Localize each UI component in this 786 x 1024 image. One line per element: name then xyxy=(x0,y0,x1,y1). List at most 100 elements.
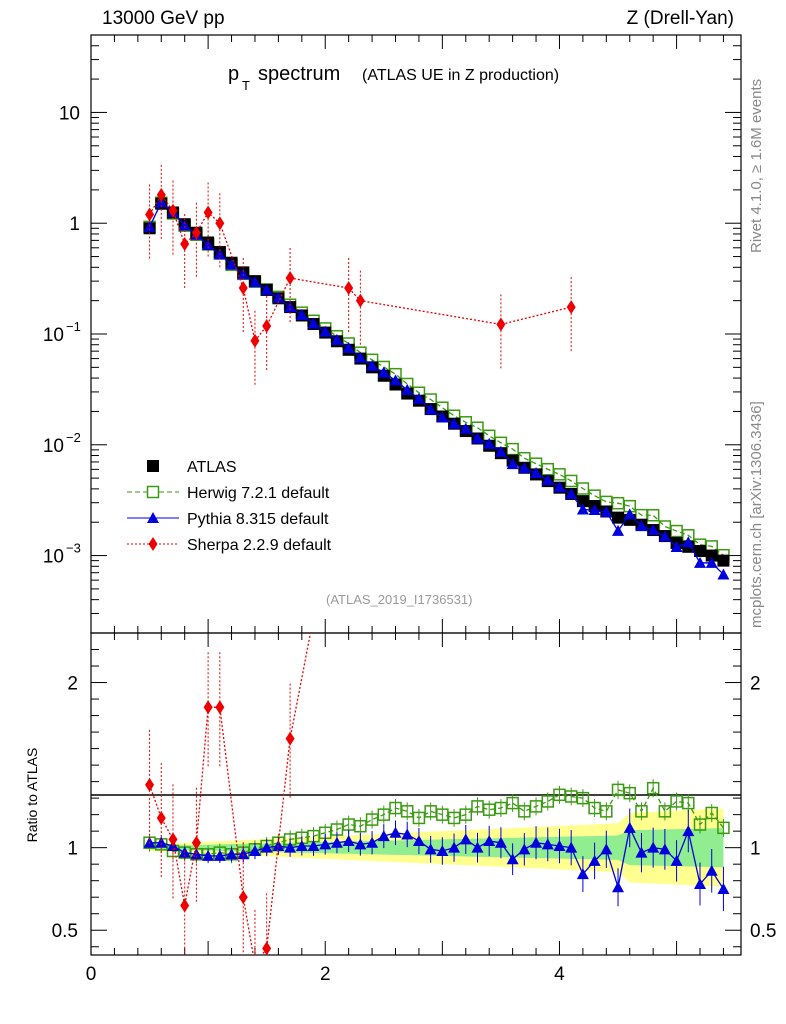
atlas-point xyxy=(705,549,718,562)
pythia-point xyxy=(612,524,625,536)
ratio-panel xyxy=(143,428,730,972)
pythia-point xyxy=(623,508,636,520)
pythia-point xyxy=(530,467,543,479)
pythia-ratio-point xyxy=(342,835,355,847)
pythia-point xyxy=(483,437,496,449)
sherpa-ratio-point xyxy=(250,958,259,972)
pythia-ratio-point xyxy=(576,868,589,880)
pythia-ratio-point xyxy=(612,881,625,893)
pythia-point xyxy=(647,524,660,536)
sherpa-ratio-point xyxy=(145,777,155,792)
herwig-ratio-point xyxy=(682,796,695,810)
sherpa-point xyxy=(203,205,213,220)
pythia-ratio-point xyxy=(319,838,332,850)
pythia-ratio-point xyxy=(541,838,554,850)
pythia-point xyxy=(307,317,320,329)
pythia-point xyxy=(670,540,683,552)
pythia-ratio-point xyxy=(366,836,379,848)
pythia-point xyxy=(401,383,414,395)
herwig-ratio-point xyxy=(459,808,473,821)
pythia-point xyxy=(506,458,519,470)
y-tick-exponent: −3 xyxy=(66,541,81,556)
pythia-point xyxy=(389,374,402,386)
sherpa-point xyxy=(215,216,225,231)
pythia-ratio-point xyxy=(248,844,261,856)
herwig-point xyxy=(588,489,601,502)
legend: ATLAS Herwig 7.2.1 default Pythia 8.315 de… xyxy=(127,459,332,554)
sherpa-point xyxy=(285,271,295,286)
herwig-ratio-point xyxy=(377,808,391,821)
ratio-frame xyxy=(90,632,742,956)
sherpa-ratio-point xyxy=(191,835,201,850)
legend-label: Sherpa 2.2.9 default xyxy=(187,537,332,554)
y-tick-label: 10 xyxy=(43,325,64,346)
y-tick-label: 10 xyxy=(43,436,64,457)
legend-label: Herwig 7.2.1 default xyxy=(187,485,330,502)
pythia-ratio-point xyxy=(588,854,601,866)
herwig-ratio-point xyxy=(354,819,367,833)
pythia-ratio-point xyxy=(471,841,484,853)
ratio-tick-label: 0.5 xyxy=(52,921,78,942)
sherpa-point xyxy=(191,225,201,240)
pythia-ratio-point xyxy=(377,830,390,842)
sherpa-ratio-point xyxy=(344,428,353,442)
sherpa-point xyxy=(156,187,166,202)
pythia-point xyxy=(225,258,238,270)
pythia-ratio-point xyxy=(260,841,273,853)
data-series xyxy=(143,164,730,972)
sherpa-ratio-point xyxy=(285,731,295,746)
green-band xyxy=(149,828,724,868)
pythia-point xyxy=(178,219,191,231)
main-panel xyxy=(143,164,730,580)
herwig-ratio-point xyxy=(717,821,730,835)
pythia-ratio-point xyxy=(518,843,531,855)
header-left: 13000 GeV pp xyxy=(102,8,225,29)
sherpa-ratio-point xyxy=(215,700,225,715)
y-tick-label: 10 xyxy=(43,547,64,568)
y-tick-label: 10 xyxy=(59,103,80,124)
header-right: Z (Drell-Yan) xyxy=(626,8,734,29)
legend-label: ATLAS xyxy=(187,459,237,476)
pythia-ratio-point xyxy=(436,844,449,856)
pythia-point xyxy=(295,308,308,320)
pythia-ratio-point xyxy=(284,841,297,853)
pythia-ratio-point xyxy=(623,821,636,833)
pythia-point xyxy=(518,462,531,474)
ratio-tick-label-right: 1 xyxy=(750,839,761,860)
pythia-point xyxy=(553,481,566,493)
plot-title-paren: (ATLAS UE in Z production) xyxy=(362,67,559,84)
pythia-point xyxy=(658,530,671,542)
herwig-ratio-point xyxy=(600,805,613,818)
pythia-point xyxy=(448,417,461,429)
pythia-ratio-point xyxy=(658,843,671,855)
y-tick-label: 1 xyxy=(69,214,80,235)
pythia-point xyxy=(366,359,379,371)
pythia-point xyxy=(717,568,730,580)
pythia-ratio-point xyxy=(202,849,215,861)
pythia-ratio-point xyxy=(155,836,168,848)
pythia-point xyxy=(459,422,472,434)
pythia-ratio-point xyxy=(448,841,461,853)
rivet-version: Rivet 4.1.0, ≥ 1.6M events xyxy=(748,78,765,253)
pythia-point xyxy=(354,351,367,363)
pythia-ratio-point xyxy=(389,826,402,838)
pythia-ratio-point xyxy=(717,882,730,894)
pythia-point xyxy=(705,556,718,568)
pythia-point xyxy=(272,291,285,303)
pythia-ratio-point xyxy=(553,840,566,852)
pythia-point xyxy=(694,556,707,568)
sherpa-ratio-point xyxy=(203,700,213,715)
ratio-tick-label-right: 2 xyxy=(750,674,761,695)
pythia-ratio-point xyxy=(424,843,437,855)
herwig-point xyxy=(576,482,590,495)
legend-sherpa-marker xyxy=(148,537,158,551)
pythia-ratio-point xyxy=(647,841,660,853)
atlas-point xyxy=(576,495,589,508)
pythia-ratio-point xyxy=(635,846,648,858)
herwig-ratio-point xyxy=(412,811,426,825)
atlas-point xyxy=(612,511,625,524)
sherpa-ratio-point xyxy=(168,832,178,847)
y-tick-exponent: −1 xyxy=(66,319,81,334)
herwig-ratio-point xyxy=(400,805,414,818)
